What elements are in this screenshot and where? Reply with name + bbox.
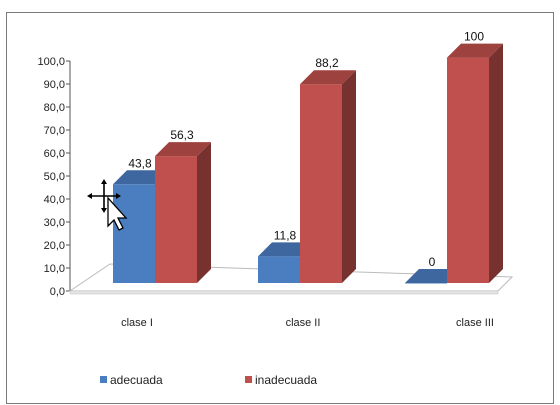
bar-inadecuada-0	[155, 142, 211, 283]
bar-front	[155, 156, 197, 283]
bar-top	[447, 43, 503, 58]
bar-side	[489, 43, 503, 283]
y-axis: 0,0 10,0 20,0 30,0 40,0 50,0 60,0 70,0 80,0 90,0 1…	[37, 56, 71, 298]
y-tick-label: 90,0	[44, 79, 65, 91]
y-tick-label: 30,0	[44, 217, 65, 229]
bar-top	[155, 142, 211, 157]
y-tick-label: 80,0	[44, 102, 65, 114]
data-labels: 43,8 56,3 11,8 88,2 0 100	[128, 30, 484, 269]
bar-side	[342, 70, 356, 283]
legend-label-inadecuada: inadecuada	[255, 373, 317, 387]
bar-top	[300, 70, 356, 85]
y-tick-label: 50,0	[44, 171, 65, 183]
category-label: clase I	[121, 317, 153, 329]
y-tick-label: 10,0	[44, 263, 65, 275]
bar-front	[300, 84, 342, 283]
category-labels: clase I clase II clase III	[121, 317, 494, 329]
legend-swatch-inadecuada	[245, 376, 252, 383]
data-label: 11,8	[274, 228, 297, 242]
bar-front	[258, 256, 300, 283]
data-label: 56,3	[170, 128, 194, 142]
bar-front	[405, 283, 447, 284]
bar-side	[197, 142, 211, 283]
y-tick-label: 70,0	[44, 125, 65, 137]
y-tick-label: 40,0	[44, 194, 65, 206]
bars	[113, 43, 503, 284]
data-label: 43,8	[128, 156, 152, 170]
data-label: 100	[464, 30, 484, 44]
y-tick-label: 100,0	[37, 56, 65, 68]
bar-inadecuada-2	[447, 43, 503, 283]
legend: adecuada inadecuada	[100, 373, 317, 387]
move-cursor-icon	[87, 179, 128, 231]
bar-inadecuada-1	[300, 70, 356, 283]
legend-swatch-adecuada	[100, 376, 107, 383]
data-label: 0	[429, 255, 436, 269]
y-tick-label: 0,0	[50, 286, 65, 298]
floor-edge	[69, 290, 499, 295]
category-label: clase II	[286, 317, 321, 329]
category-label: clase III	[456, 317, 494, 329]
legend-label-adecuada: adecuada	[110, 373, 163, 387]
bar-front	[447, 57, 489, 283]
bar-front	[113, 184, 155, 283]
y-tick-label: 60,0	[44, 148, 65, 160]
y-tick-label: 20,0	[44, 240, 65, 252]
data-label: 88,2	[315, 56, 339, 70]
